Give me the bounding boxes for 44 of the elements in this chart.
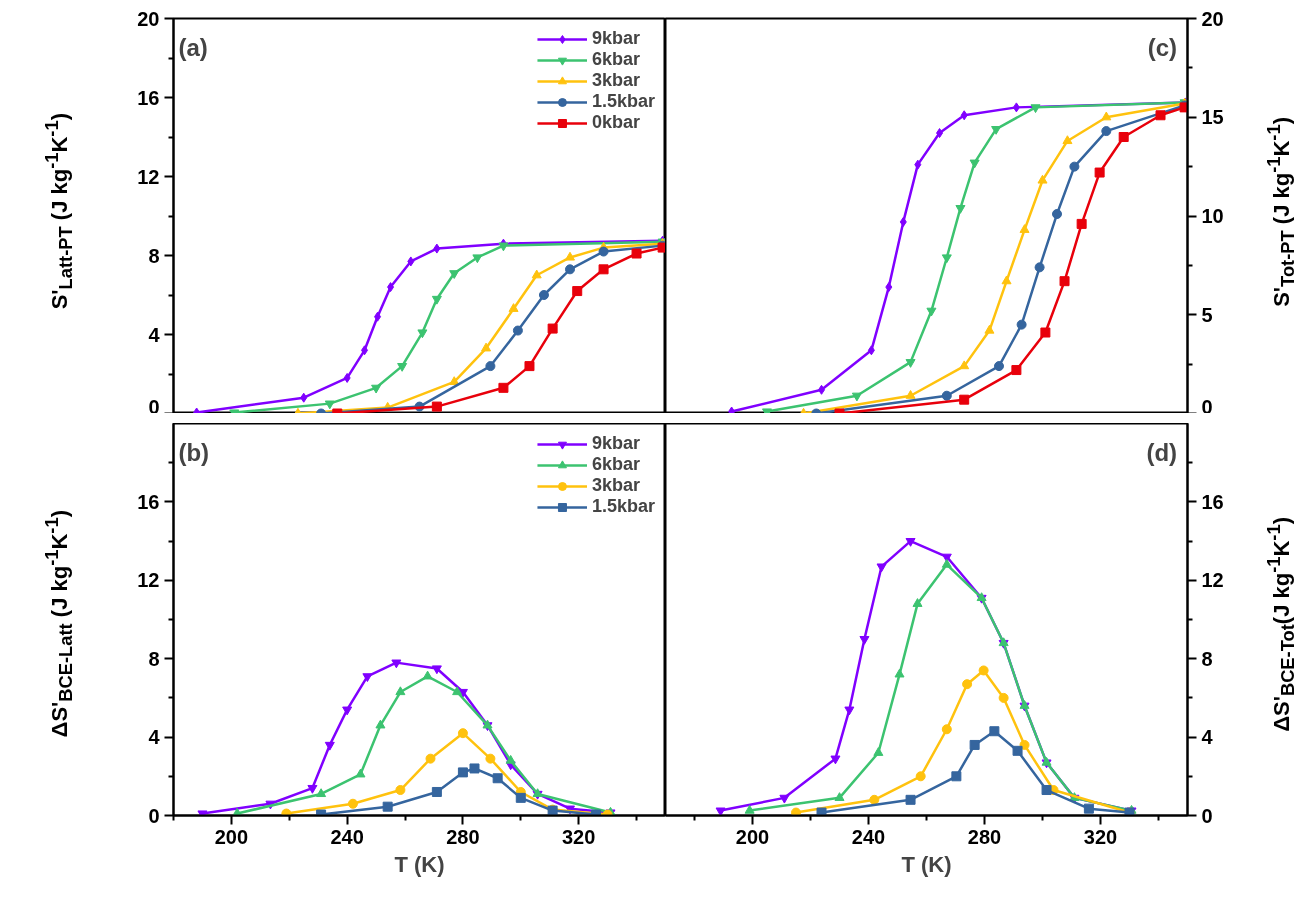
legend-label: 6kbar [591,49,640,70]
y-tick-label: 0 [148,804,160,827]
x-axis-title: T (K) [901,851,952,877]
y-tick-label: 16 [137,490,160,513]
y-tick-label: 12 [137,569,160,592]
y-tick-label: 8 [1201,647,1213,670]
y-tick-label: 4 [1201,726,1214,749]
x-tick-label: 280 [446,825,480,848]
legend-label: 9kbar [591,28,640,49]
y-tick-label: 20 [137,7,160,30]
y-tick-label: 0 [1201,804,1213,827]
x-tick-label: 240 [851,825,886,848]
y-tick-label: 0 [1201,395,1213,418]
y-tick-label: 16 [137,86,160,109]
y-tick-label: 4 [148,323,161,346]
legend-label: 3kbar [591,70,640,91]
y-tick-label: 12 [137,165,160,188]
legend-label: 0kbar [591,112,640,133]
x-tick-label: 280 [967,825,1002,848]
x-tick-label: 320 [1083,825,1118,848]
legend-label: 1.5kbar [591,91,655,112]
y-tick-label: 16 [1201,490,1224,513]
legend-label: 3kbar [591,475,640,496]
y-tick-label: 5 [1201,303,1213,326]
annotation: (d) [1146,439,1178,467]
y-tick-label: 4 [148,726,161,749]
legend-label: 9kbar [591,433,640,454]
y-tick-label: 15 [1201,106,1224,129]
y-tick-label: 12 [1201,569,1224,592]
x-axis-title: T (K) [394,851,445,877]
y-tick-label: 8 [148,647,160,670]
y-tick-label: 20 [1201,7,1224,30]
y-tick-label: 10 [1201,205,1224,227]
annotation: (c) [1147,34,1178,62]
annotation: (a) [178,34,208,62]
x-tick-label: 200 [214,825,249,848]
x-tick-label: 200 [735,825,770,848]
legend-label: 6kbar [591,454,640,475]
y-tick-label: 0 [148,395,160,418]
x-tick-label: 320 [561,825,596,848]
y-tick-label: 8 [148,244,160,267]
x-tick-label: 240 [330,825,364,848]
annotation: (b) [178,439,210,467]
legend-label: 1.5kbar [591,496,655,517]
